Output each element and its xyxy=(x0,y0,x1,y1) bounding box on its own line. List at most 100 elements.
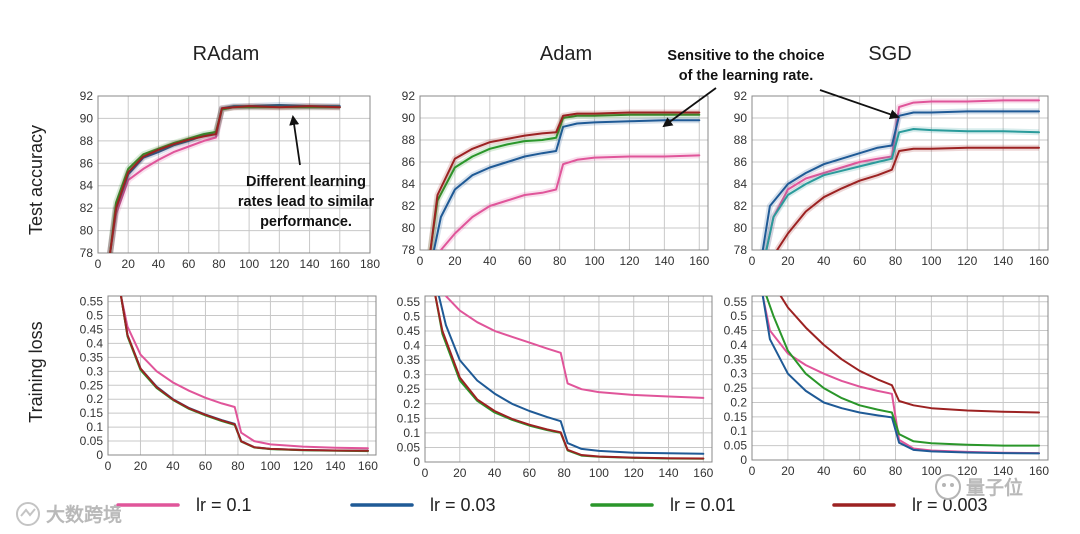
annotation-sensitive: Sensitive to the choice of the learning … xyxy=(662,48,900,128)
x-tick-label: 80 xyxy=(553,254,567,268)
y-tick-label: 0 xyxy=(96,448,103,462)
y-tick-label: 0 xyxy=(413,455,420,469)
x-tick-label: 80 xyxy=(212,257,226,271)
x-tick-label: 160 xyxy=(330,257,350,271)
watermark-left-logo-mark xyxy=(20,508,36,517)
y-tick-label: 0.25 xyxy=(80,378,104,392)
y-tick-label: 84 xyxy=(80,179,94,193)
x-tick-label: 80 xyxy=(231,459,245,473)
x-tick-label: 120 xyxy=(957,464,977,478)
y-tick-label: 92 xyxy=(734,89,748,103)
x-tick-label: 120 xyxy=(624,466,644,480)
series-line-3 xyxy=(779,296,1040,414)
annotation-radam: Different learning rates lead to similar… xyxy=(238,115,375,230)
y-tick-label: 80 xyxy=(734,221,748,235)
series-line-0 xyxy=(765,99,1040,250)
plot-frame xyxy=(107,295,377,456)
y-tick-label: 0.3 xyxy=(86,364,103,378)
x-tick-label: 20 xyxy=(122,257,136,271)
watermark-right-text: 量子位 xyxy=(966,476,1023,499)
y-tick-label: 86 xyxy=(734,155,748,169)
x-tick-label: 20 xyxy=(781,464,795,478)
y-tick-label: 0.5 xyxy=(86,309,103,323)
x-tick-label: 140 xyxy=(993,464,1013,478)
series-line-1 xyxy=(437,296,705,455)
y-tick-label: 0.1 xyxy=(403,426,420,440)
x-tick-label: 160 xyxy=(358,459,378,473)
y-tick-label: 0.3 xyxy=(403,368,420,382)
x-tick-label: 0 xyxy=(749,254,756,268)
series-line-1 xyxy=(433,119,701,250)
x-tick-label: 20 xyxy=(453,466,467,480)
series-line-1 xyxy=(109,104,341,253)
y-tick-label: 0.35 xyxy=(397,353,421,367)
y-tick-label: 0.2 xyxy=(730,395,747,409)
series-line-2 xyxy=(120,296,369,453)
title-adam: Adam xyxy=(540,43,592,65)
x-tick-label: 60 xyxy=(182,257,196,271)
series-band-3 xyxy=(427,109,700,250)
plot-frame xyxy=(424,295,713,463)
y-tick-label: 0.45 xyxy=(397,324,421,338)
series-line-0 xyxy=(120,296,369,450)
x-tick-label: 100 xyxy=(921,464,941,478)
x-tick-label: 140 xyxy=(325,459,345,473)
x-tick-label: 140 xyxy=(993,254,1013,268)
y-tick-label: 88 xyxy=(734,133,748,147)
y-tick-label: 0.45 xyxy=(724,324,748,338)
y-tick-label: 80 xyxy=(80,224,94,238)
y-tick-label: 90 xyxy=(80,111,94,125)
y-tick-label: 0.15 xyxy=(724,410,748,424)
x-tick-label: 60 xyxy=(853,254,867,268)
y-tick-label: 0.35 xyxy=(724,352,748,366)
x-tick-label: 100 xyxy=(260,459,280,473)
watermark-left: 大数跨境 xyxy=(16,502,122,526)
y-tick-label: 82 xyxy=(402,199,416,213)
annotation-radam-arrow xyxy=(289,115,301,166)
x-tick-label: 40 xyxy=(152,257,166,271)
y-tick-label: 0.05 xyxy=(724,439,748,453)
series-line-2 xyxy=(429,113,701,250)
x-tick-label: 140 xyxy=(654,254,674,268)
y-tick-label: 0.4 xyxy=(86,336,103,350)
series-line-0 xyxy=(439,154,701,250)
x-tick-label: 60 xyxy=(518,254,532,268)
watermark-right-logo-dot-2 xyxy=(950,483,954,487)
x-tick-label: 160 xyxy=(1029,464,1049,478)
annotation-sensitive-line-2: of the learning rate. xyxy=(679,68,814,84)
y-tick-label: 0.15 xyxy=(397,411,421,425)
x-tick-label: 20 xyxy=(781,254,795,268)
panel-sgd-accuracy: 0 20 40 60 80 100 120 140 160 78 80 82 84 86 88 90 92 xyxy=(734,89,1050,268)
annotation-radam-line-2: rates lead to similar xyxy=(238,194,375,210)
annotation-radam-line-1: Different learning xyxy=(246,174,366,190)
y-tick-label: 92 xyxy=(80,89,94,103)
y-tick-label: 0.5 xyxy=(403,309,420,323)
x-tick-label: 100 xyxy=(239,257,259,271)
y-tick-label: 0.5 xyxy=(730,309,747,323)
y-tick-label: 0.35 xyxy=(80,350,104,364)
y-tick-label: 0.05 xyxy=(80,434,104,448)
panel-adam-accuracy: 0 20 40 60 80 100 120 140 160 78 80 82 84 86 88 90 92 xyxy=(402,89,710,268)
y-tick-label: 0.4 xyxy=(403,339,420,353)
series-line-0 xyxy=(444,296,705,399)
x-tick-label: 100 xyxy=(585,254,605,268)
x-tick-label: 80 xyxy=(889,254,903,268)
annotation-sensitive-arrow-right xyxy=(819,89,900,120)
x-tick-label: 20 xyxy=(134,459,148,473)
x-tick-label: 160 xyxy=(689,254,709,268)
x-tick-label: 40 xyxy=(483,254,497,268)
watermark-left-logo-icon xyxy=(16,502,40,526)
x-tick-label: 0 xyxy=(95,257,102,271)
x-tick-label: 120 xyxy=(957,254,977,268)
series-line-3 xyxy=(434,296,705,460)
series-line-3 xyxy=(109,105,341,253)
legend-label: lr = 0.03 xyxy=(430,495,496,515)
x-tick-label: 40 xyxy=(488,466,502,480)
series-line-2 xyxy=(765,296,1040,447)
plot-frame xyxy=(419,95,709,251)
x-tick-label: 40 xyxy=(817,464,831,478)
y-tick-label: 84 xyxy=(402,177,416,191)
series-line-0 xyxy=(761,296,1040,455)
y-tick-label: 0.45 xyxy=(80,322,104,336)
